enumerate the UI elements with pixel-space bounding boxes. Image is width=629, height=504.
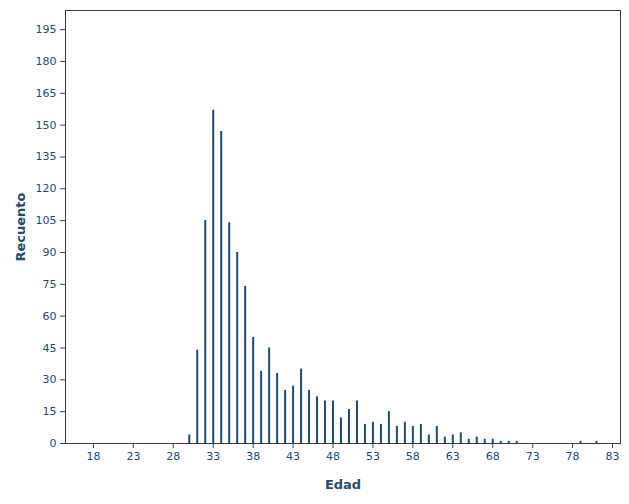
svg-text:58: 58 <box>406 450 420 463</box>
svg-text:33: 33 <box>206 450 220 463</box>
svg-text:180: 180 <box>36 55 57 68</box>
svg-text:45: 45 <box>43 342 57 355</box>
svg-text:105: 105 <box>36 214 57 227</box>
svg-text:18: 18 <box>86 450 100 463</box>
svg-text:60: 60 <box>43 310 57 323</box>
svg-text:53: 53 <box>366 450 380 463</box>
svg-text:38: 38 <box>246 450 260 463</box>
svg-text:Edad: Edad <box>325 477 361 492</box>
svg-text:78: 78 <box>566 450 580 463</box>
svg-text:195: 195 <box>36 23 57 36</box>
svg-text:48: 48 <box>326 450 340 463</box>
svg-text:15: 15 <box>43 405 57 418</box>
svg-text:68: 68 <box>486 450 500 463</box>
svg-text:75: 75 <box>43 278 57 291</box>
svg-text:150: 150 <box>36 119 57 132</box>
svg-text:Recuento: Recuento <box>13 192 28 261</box>
svg-text:73: 73 <box>526 450 540 463</box>
svg-text:23: 23 <box>126 450 140 463</box>
svg-text:120: 120 <box>36 182 57 195</box>
svg-text:28: 28 <box>166 450 180 463</box>
svg-text:0: 0 <box>50 437 57 450</box>
svg-text:83: 83 <box>606 450 620 463</box>
svg-text:90: 90 <box>43 246 57 259</box>
svg-text:43: 43 <box>286 450 300 463</box>
svg-text:63: 63 <box>446 450 460 463</box>
svg-text:30: 30 <box>43 373 57 386</box>
svg-text:165: 165 <box>36 87 57 100</box>
svg-text:135: 135 <box>36 150 57 163</box>
